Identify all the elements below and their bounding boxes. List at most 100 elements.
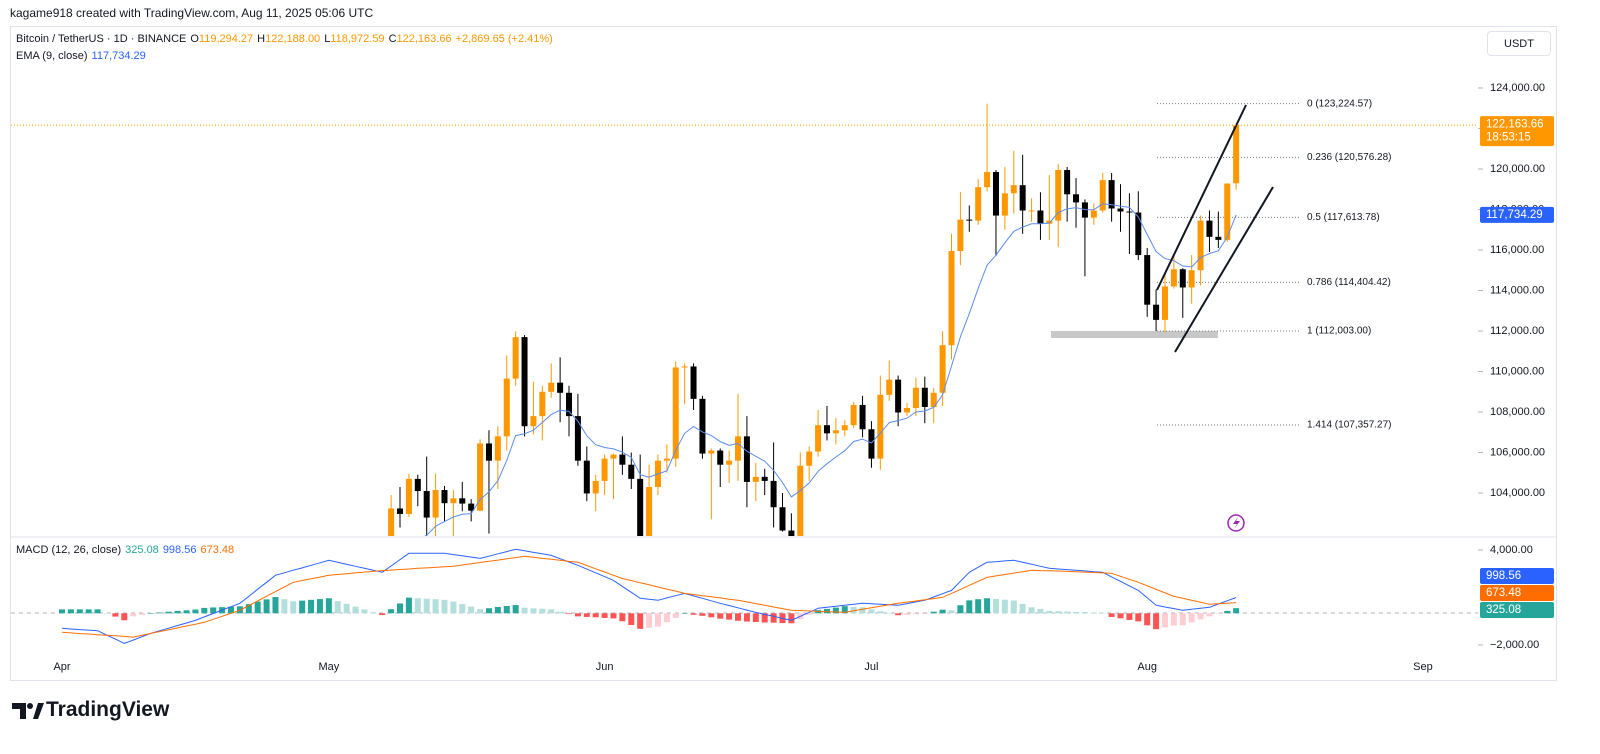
logo-mark (33, 703, 44, 719)
macd-histogram-bar (334, 601, 341, 614)
candle-body (1099, 180, 1106, 211)
candle-body (1197, 220, 1204, 271)
candle-body (405, 478, 412, 514)
macd-histogram-bar (717, 613, 724, 619)
candle-body (1037, 210, 1044, 224)
candle-body (868, 429, 875, 459)
candle-body (841, 425, 848, 431)
macd-histogram-bar (841, 606, 848, 614)
candle-body (1224, 183, 1231, 240)
macd-histogram-bar (1153, 613, 1160, 630)
candle-body (1001, 193, 1008, 216)
candle-body (797, 465, 804, 536)
change: +2,869.65 (+2.41%) (455, 33, 553, 45)
ohlc-value: 119,294.27 (198, 33, 254, 45)
candle-body (966, 219, 973, 221)
macd-histogram-bar (1179, 613, 1186, 626)
macd-histogram-bar (59, 609, 65, 614)
macd-histogram-bar (1215, 613, 1222, 614)
candle-body (628, 464, 635, 479)
macd-histogram-bar (85, 609, 92, 614)
x-tick-label: Jun (596, 661, 614, 673)
candle-body (1161, 286, 1168, 320)
header-text: kagame918 created with TradingView.com, … (10, 6, 374, 20)
macd-histogram-bar (405, 597, 412, 614)
macd-histogram-bar (1001, 599, 1008, 614)
macd-histogram-bar (130, 613, 137, 617)
macd-histogram-bar (352, 606, 359, 614)
macd-pane (59, 548, 1240, 644)
macd-histogram-bar (432, 599, 439, 614)
candle-body (672, 367, 679, 459)
macd-histogram-bar (850, 606, 857, 614)
hist-value: 325.08 (125, 544, 159, 556)
macd-histogram-bar (877, 611, 884, 614)
candle-body (1090, 210, 1097, 218)
event-icon[interactable] (1227, 514, 1245, 532)
macd-histogram-bar (1144, 613, 1151, 626)
candle-body (1126, 211, 1133, 213)
brand-logo (12, 703, 44, 719)
logo-mark (12, 703, 26, 719)
macd-histogram-bar (414, 598, 421, 614)
x-tick-label: Aug (1137, 661, 1157, 673)
candle-body (610, 454, 617, 459)
macd-histogram-bar (254, 601, 261, 614)
macd-histogram-bar (557, 611, 564, 614)
fibonacci-retracement: 0 (123,224.57) 0.236 (120,576.28) 0.5 (117… (1157, 98, 1392, 431)
macd-histogram-bar (139, 613, 146, 615)
macd-histogram-bar (112, 613, 119, 617)
ohlc-value: 122,188.00 (265, 33, 321, 45)
macd-histogram-bar (1037, 609, 1044, 614)
candle-body (975, 187, 982, 221)
macd-histogram-bar (886, 613, 893, 614)
price-badge (1480, 568, 1554, 584)
macd-histogram-bar (263, 599, 270, 614)
ohlc-field: C122,163.66 (389, 33, 452, 45)
candle-body (397, 508, 404, 514)
macd-histogram-bar (397, 603, 404, 614)
macd-histogram-bar (1099, 612, 1106, 614)
candle-body (637, 478, 644, 536)
candle-body (948, 251, 955, 346)
macd-histogram-bar (530, 608, 537, 614)
macd-histogram-bar (868, 609, 875, 614)
price-badge (1480, 206, 1554, 223)
symbol: Bitcoin / TetherUS · 1D · BINANCE (16, 33, 187, 45)
candle-body (485, 443, 492, 461)
logo-mark (27, 703, 33, 709)
macd-histogram-bar (67, 609, 74, 614)
candle-body (619, 454, 626, 465)
macd-histogram-bar (708, 613, 715, 618)
macd-histogram-bar (788, 613, 795, 624)
candle-body (850, 404, 857, 426)
ohlc-key: C (388, 33, 397, 45)
ohlc-field: O119,294.27 (190, 33, 253, 45)
candles (388, 103, 1240, 536)
candle-body (877, 394, 884, 459)
brand-name: TradingView (46, 698, 170, 721)
macd-histogram-bar (592, 613, 599, 618)
macd-histogram-bar (832, 607, 839, 614)
candle-body (788, 530, 795, 536)
macd-name: MACD (12, 26, close) (16, 544, 122, 556)
y-tick-label: 116,000.00 (1490, 244, 1544, 256)
x-tick-label: Jul (864, 661, 878, 673)
fib-label: 0.786 (114,404.42) (1307, 277, 1391, 288)
candle-body (521, 337, 528, 427)
ohlc-legend: Bitcoin / TetherUS · 1D · BINANCE O119,2… (16, 33, 553, 45)
candle-body (583, 460, 590, 494)
x-tick-label: Sep (1413, 661, 1433, 673)
macd-histogram-bar (512, 605, 519, 614)
candle-body (574, 416, 581, 461)
candle-body (752, 476, 759, 482)
ohlc-field: L118,972.59 (324, 33, 384, 45)
currency-button[interactable]: USDT (1487, 31, 1551, 56)
candle-body (939, 345, 946, 393)
macd-histogram-bar (281, 599, 288, 614)
macd-histogram-bar (76, 609, 83, 614)
candle-body (735, 436, 742, 461)
macd-histogram-bar (663, 613, 670, 623)
macd-histogram-bar (521, 607, 528, 614)
